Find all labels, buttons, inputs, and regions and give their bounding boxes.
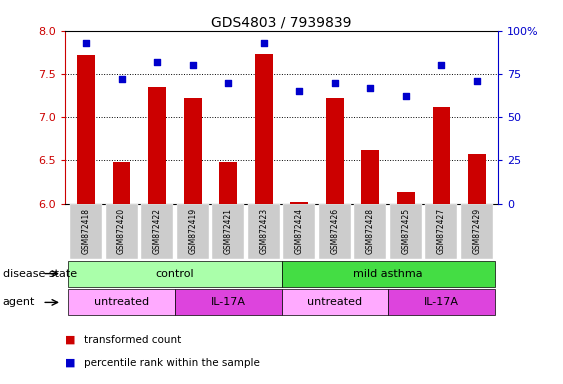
Bar	[148, 87, 166, 204]
FancyBboxPatch shape	[68, 261, 282, 286]
Text: GSM872423: GSM872423	[259, 208, 268, 255]
FancyBboxPatch shape	[319, 204, 351, 259]
Point	[153, 59, 162, 65]
Text: IL-17A: IL-17A	[211, 297, 245, 308]
Bar	[432, 107, 450, 204]
Bar	[255, 54, 272, 204]
FancyBboxPatch shape	[426, 204, 457, 259]
Text: GSM872428: GSM872428	[366, 209, 375, 254]
Bar	[326, 98, 343, 204]
Text: control: control	[155, 268, 194, 279]
Text: GSM872418: GSM872418	[82, 209, 91, 254]
FancyBboxPatch shape	[248, 204, 280, 259]
Text: ■: ■	[65, 358, 75, 368]
Text: ■: ■	[65, 335, 75, 345]
Text: GSM872426: GSM872426	[330, 208, 339, 255]
Text: GSM872424: GSM872424	[295, 208, 304, 255]
Bar	[361, 150, 379, 204]
Text: GSM872421: GSM872421	[224, 209, 233, 254]
Bar	[113, 162, 131, 204]
Point	[117, 76, 126, 82]
Text: GSM872420: GSM872420	[117, 208, 126, 255]
Text: GSM872427: GSM872427	[437, 208, 446, 255]
Text: mild asthma: mild asthma	[354, 268, 423, 279]
FancyBboxPatch shape	[70, 204, 102, 259]
FancyBboxPatch shape	[212, 204, 244, 259]
FancyBboxPatch shape	[141, 204, 173, 259]
Bar	[397, 192, 415, 204]
FancyBboxPatch shape	[282, 261, 495, 286]
Bar	[220, 162, 237, 204]
FancyBboxPatch shape	[461, 204, 493, 259]
Bar	[77, 55, 95, 204]
Text: GSM872425: GSM872425	[401, 208, 410, 255]
FancyBboxPatch shape	[388, 290, 495, 315]
Point	[224, 79, 233, 86]
FancyBboxPatch shape	[354, 204, 386, 259]
Point	[472, 78, 481, 84]
Point	[188, 62, 197, 68]
Text: disease state: disease state	[3, 268, 77, 279]
Point	[366, 84, 375, 91]
FancyBboxPatch shape	[177, 204, 209, 259]
Point	[330, 79, 339, 86]
Bar	[468, 154, 486, 204]
Text: transformed count: transformed count	[84, 335, 182, 345]
Bar	[184, 98, 202, 204]
Point	[437, 62, 446, 68]
Point	[82, 40, 91, 46]
FancyBboxPatch shape	[68, 290, 175, 315]
FancyBboxPatch shape	[175, 290, 282, 315]
Title: GDS4803 / 7939839: GDS4803 / 7939839	[211, 16, 352, 30]
Text: GSM872422: GSM872422	[153, 209, 162, 254]
FancyBboxPatch shape	[390, 204, 422, 259]
Text: untreated: untreated	[307, 297, 363, 308]
Text: untreated: untreated	[94, 297, 149, 308]
Text: percentile rank within the sample: percentile rank within the sample	[84, 358, 260, 368]
Text: GSM872429: GSM872429	[472, 208, 481, 255]
FancyBboxPatch shape	[282, 290, 388, 315]
Point	[401, 93, 410, 99]
Bar	[291, 202, 308, 204]
Text: GSM872419: GSM872419	[188, 208, 197, 255]
Text: IL-17A: IL-17A	[424, 297, 459, 308]
Text: agent: agent	[3, 297, 35, 308]
FancyBboxPatch shape	[283, 204, 315, 259]
Point	[295, 88, 304, 94]
Point	[259, 40, 268, 46]
FancyBboxPatch shape	[106, 204, 137, 259]
